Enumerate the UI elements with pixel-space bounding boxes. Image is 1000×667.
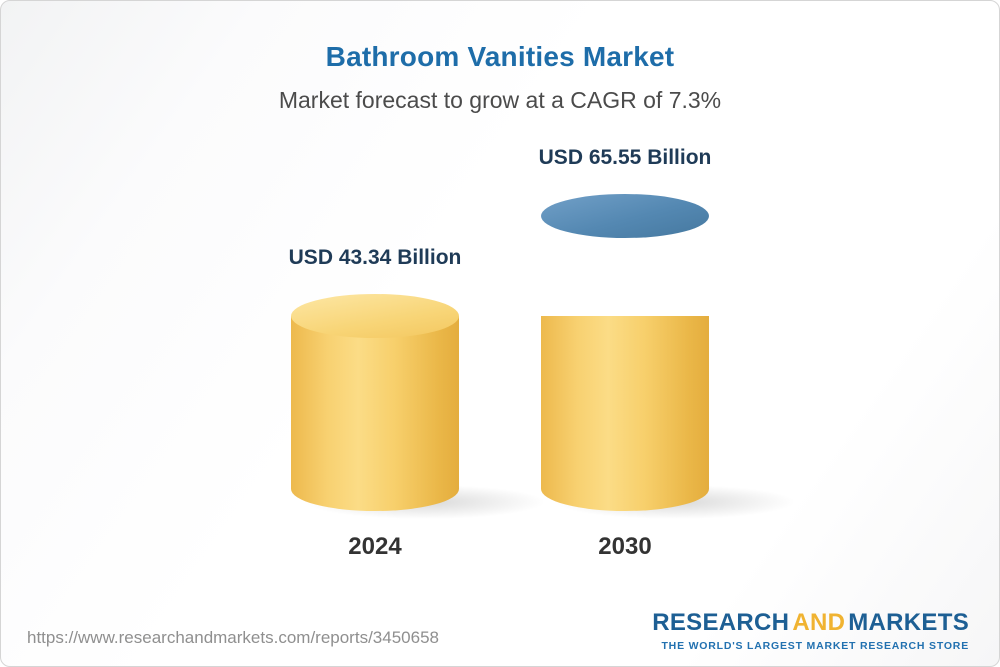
year-label-2024: 2024 <box>348 533 402 560</box>
cylinder-2024-cap <box>291 294 459 338</box>
cylinder-2024 <box>291 294 551 520</box>
logo-word-markets: MARKETS <box>848 609 969 636</box>
year-label-2030: 2030 <box>598 533 652 560</box>
cylinder-2024-body <box>291 316 459 511</box>
chart-subtitle: Market forecast to grow at a CAGR of 7.3… <box>278 87 722 113</box>
chart-title: Bathroom Vanities Market <box>325 41 675 72</box>
cylinder-2030-gold-body <box>541 316 709 511</box>
brand-logo: RESEARCH AND MARKETS THE WORLD'S LARGEST M… <box>652 609 969 652</box>
plot-area: USD 43.34 Billion 2024 USD 65.55 Billion… <box>1 1 999 560</box>
logo-word-research: RESEARCH <box>652 609 790 636</box>
value-label-2030: USD 65.55 Billion <box>538 146 712 169</box>
cylinder-2030 <box>541 194 801 520</box>
value-label-2024: USD 43.34 Billion <box>288 246 462 269</box>
chart-header: Bathroom Vanities Market Market forecast… <box>1 1 999 114</box>
brand-logo-tagline: THE WORLD'S LARGEST MARKET RESEARCH STOR… <box>661 640 969 652</box>
bar-group-2024: USD 43.34 Billion 2024 <box>255 246 551 560</box>
cylinder-2030-blue-cap <box>541 194 709 238</box>
report-url: https://www.researchandmarkets.com/repor… <box>27 628 439 647</box>
brand-logo-wordmark: RESEARCH AND MARKETS <box>652 609 969 637</box>
logo-word-and: AND <box>792 609 846 636</box>
bar-group-2030: USD 65.55 Billion 2030 <box>505 146 801 560</box>
footer: https://www.researchandmarkets.com/repor… <box>1 596 999 666</box>
